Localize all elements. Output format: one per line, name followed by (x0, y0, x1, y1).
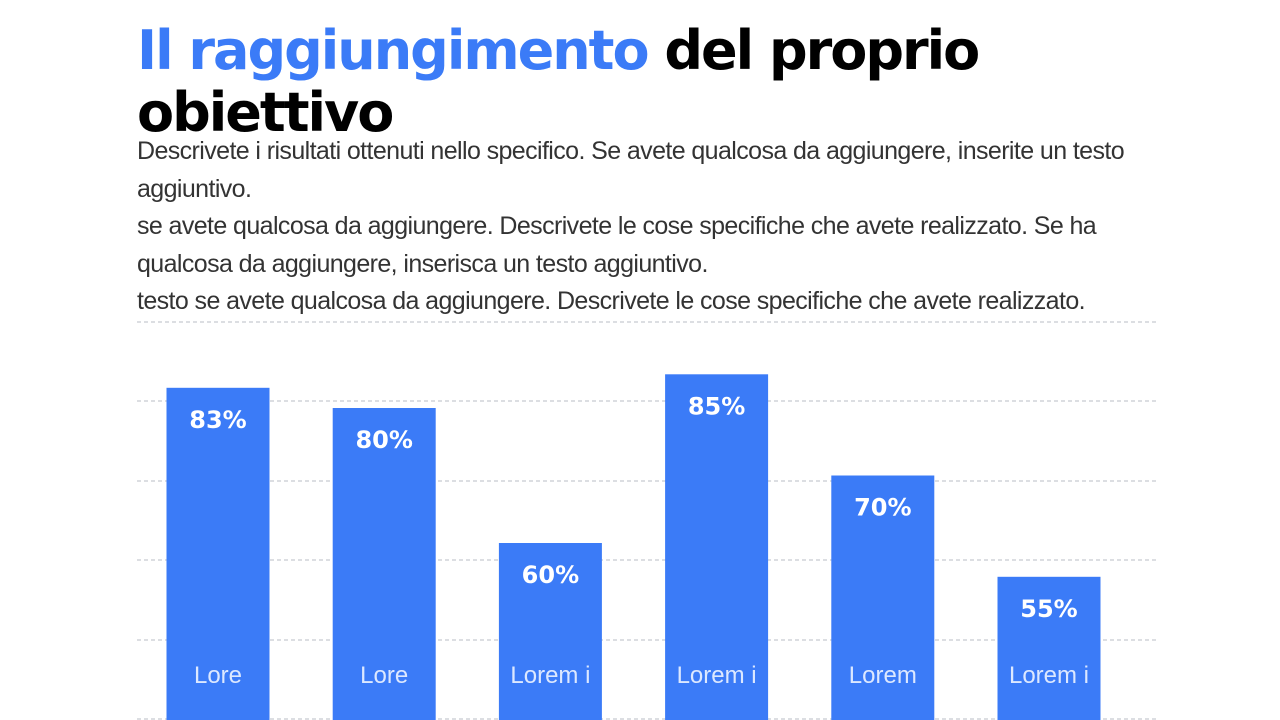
bar-6 (997, 576, 1101, 720)
bar-value-label: 85% (688, 392, 745, 420)
body-paragraph-3: testo se avete qualcosa da aggiungere. D… (137, 287, 1086, 315)
bar-value-label: 83% (189, 406, 246, 434)
slide-title-rest: del proprio obiettivo (137, 19, 980, 144)
slide-body-text: Descrivete i risultati ottenuti nello sp… (137, 133, 1137, 321)
slide-title-accent: Il raggiungimento (137, 19, 650, 82)
category-label: Lore (360, 662, 408, 689)
bar-value-label: 70% (854, 494, 911, 522)
bar-3 (498, 543, 602, 720)
bar-value-label: 80% (355, 426, 412, 454)
bar-2 (332, 408, 436, 720)
bar-value-label: 60% (522, 561, 579, 589)
bar-5 (831, 475, 935, 720)
category-label: Lorem i (1009, 662, 1089, 689)
category-label: Lorem i (677, 662, 757, 689)
bar-4 (665, 374, 769, 720)
bar-value-label: 55% (1020, 595, 1077, 623)
category-label: Lore (194, 662, 242, 689)
bar-1 (166, 387, 270, 720)
body-paragraph-1: Descrivete i risultati ottenuti nello sp… (137, 137, 1125, 203)
category-label: Lorem (849, 662, 917, 689)
slide-title: Il raggiungimento del proprio obiettivo (137, 20, 997, 144)
category-label: Lorem i (510, 662, 590, 689)
body-paragraph-2: se avete qualcosa da aggiungere. Descriv… (137, 212, 1097, 278)
